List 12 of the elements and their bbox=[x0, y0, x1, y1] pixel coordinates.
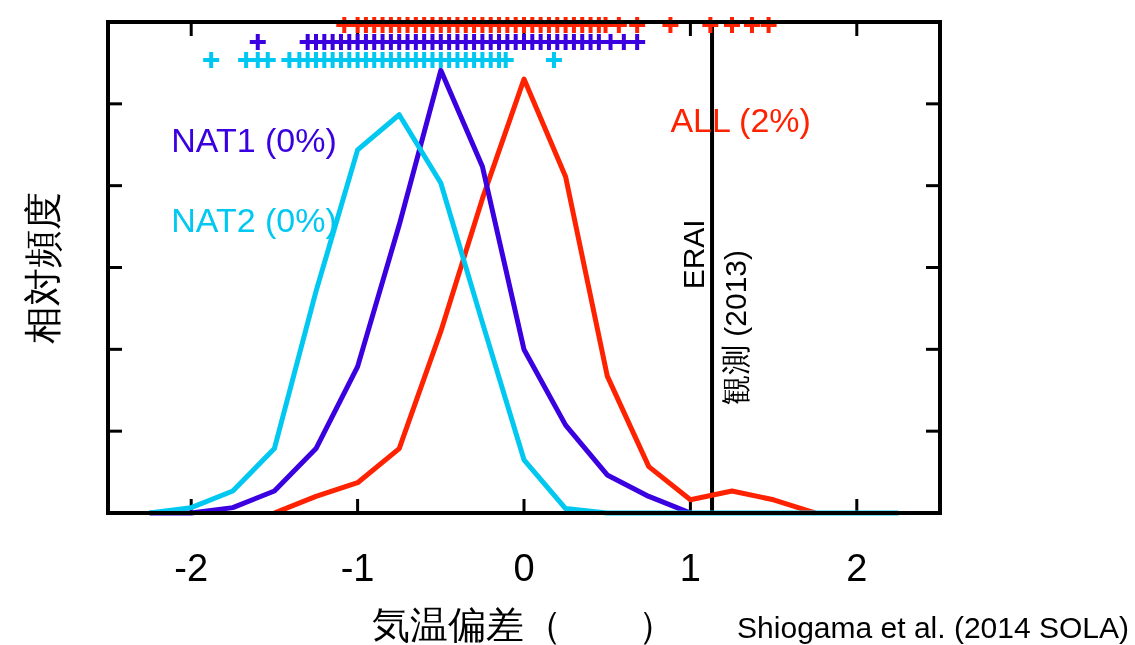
x-tick-label: 1 bbox=[679, 547, 701, 589]
x-axis-title: 気温偏差（ ） bbox=[372, 604, 676, 645]
text: Shiogama et al. (2014 SOLA) bbox=[737, 611, 1129, 644]
y-axis-title: 相対頻度 bbox=[22, 191, 64, 344]
x-tick-label: -1 bbox=[340, 547, 375, 589]
x-tick-label: -2 bbox=[174, 547, 209, 589]
x-tick-label: 0 bbox=[513, 547, 535, 589]
annotation: 観測 (2013) bbox=[719, 250, 753, 406]
x-tick-label: 2 bbox=[846, 547, 868, 589]
series-label: NAT2 (0%) bbox=[171, 201, 337, 240]
text: NAT1 (0%) bbox=[171, 120, 337, 159]
ref-line-label: ERAI bbox=[677, 219, 711, 290]
